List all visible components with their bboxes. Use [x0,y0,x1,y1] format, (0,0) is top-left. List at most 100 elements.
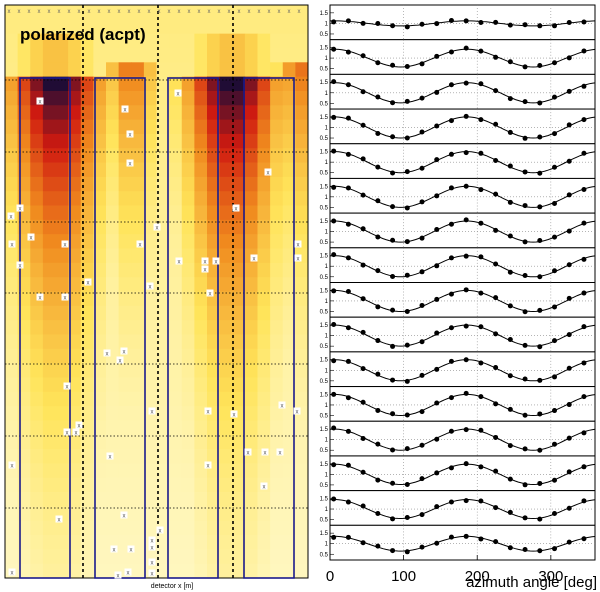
heatmap-cell [270,191,284,206]
subplot-frame [329,386,596,422]
heatmap-cell [181,420,195,436]
heatmap-cell [232,176,246,192]
heatmap-cell [270,492,284,507]
heatmap-cell [106,219,120,235]
heatmap-cell [219,262,233,278]
subplot-data-point [390,100,396,106]
heatmap-cell [244,506,258,522]
heatmap-cell [106,291,120,307]
heatmap-cell [143,205,157,221]
heatmap-cell [156,391,170,407]
subplot-data-point [448,534,454,540]
heatmap-marker: x [117,574,120,580]
heatmap-cell [282,191,296,206]
heatmap-cell [169,463,183,479]
heatmap-marker: x [19,264,22,270]
subplot-data-point [507,476,513,482]
heatmap-cell [118,406,132,421]
heatmap-cell [5,76,19,92]
heatmap-marker-box [250,254,258,262]
heatmap-cell [30,363,44,378]
heatmap-marker: x [178,260,181,266]
heatmap-cell [131,520,145,536]
heatmap-cell [17,391,31,407]
subplot-data-point [404,24,410,30]
heatmap-cell [156,105,170,120]
subplot-y-tick-label: 1.5 [320,358,329,364]
heatmap-cell [194,549,208,565]
heatmap-cell [93,90,107,106]
heatmap-cell [244,291,258,307]
subplot-fit-curve [329,48,596,68]
subplot-data-point [463,323,469,329]
subplot-data-point [463,357,469,363]
heatmap-cell [30,391,44,407]
heatmap-cell [181,406,195,421]
heatmap-cell [282,363,296,378]
heatmap-cell [17,176,31,192]
subplot-data-point [478,48,484,54]
heatmap-cell [93,391,107,407]
heatmap-cell [295,105,309,120]
heatmap-cell [169,176,183,192]
azimuth-subplot: 0.5 1 1.5 [320,73,596,110]
heatmap-cell [181,219,195,235]
heatmap-cell [169,563,183,579]
heatmap-cell [55,47,69,63]
subplot-data-point [345,428,351,434]
subplot-data-point [522,22,528,28]
subplot-data-point [360,53,366,59]
heatmap-cell [257,549,271,565]
heatmap-cell [232,162,246,178]
heatmap-cell [282,391,296,407]
heatmap-cell [30,148,44,163]
heatmap-cell [270,477,284,493]
heatmap-cell [244,277,258,292]
heatmap-marker-box [8,568,16,576]
subplot-frame [329,282,596,318]
heatmap-cell [282,219,296,235]
heatmap-cell [5,191,19,206]
heatmap-cell [42,262,56,278]
heatmap-cell [30,506,44,522]
heatmap-cell [30,105,44,120]
heatmap-cell [232,377,246,393]
heatmap-cell [42,119,56,135]
heatmap-cell [30,176,44,192]
x-axis-label: azimuth angle [deg] [466,574,597,591]
subplot-data-point [331,46,337,52]
heatmap-cell [131,176,145,192]
heatmap-cell [232,391,246,407]
heatmap-cell [270,520,284,536]
subplot-data-point [331,534,337,540]
heatmap-cell [93,248,107,264]
heatmap-cell [93,291,107,307]
subplot-data-point [345,358,351,364]
heatmap-cell [93,133,107,149]
subplot-data-point [522,309,528,315]
subplot-data-point [507,199,513,205]
heatmap-cell [68,463,82,479]
subplot-data-point [507,443,513,449]
heatmap-cell [131,549,145,565]
heatmap-cell [118,492,132,507]
heatmap-marker-box [106,452,114,460]
heatmap-cell [207,119,221,135]
subplot-y-tick-label: 0.5 [320,101,329,107]
heatmap-cell [30,5,44,20]
subplot-data-point [581,430,587,436]
subplot-data-point [478,464,484,470]
heatmap-cell [270,406,284,421]
heatmap-marker-box [156,526,164,534]
heatmap-cell [17,248,31,264]
heatmap-cell [169,76,183,92]
heatmap-marker: x [11,243,14,249]
heatmap-cell [42,105,56,120]
subplot-data-point [566,262,572,268]
heatmap-cell [181,262,195,278]
heatmap-cell [169,406,183,421]
heatmap-cell [55,363,69,378]
heatmap-cell [194,33,208,49]
heatmap-cell [42,506,56,522]
heatmap-marker-box [146,282,154,290]
